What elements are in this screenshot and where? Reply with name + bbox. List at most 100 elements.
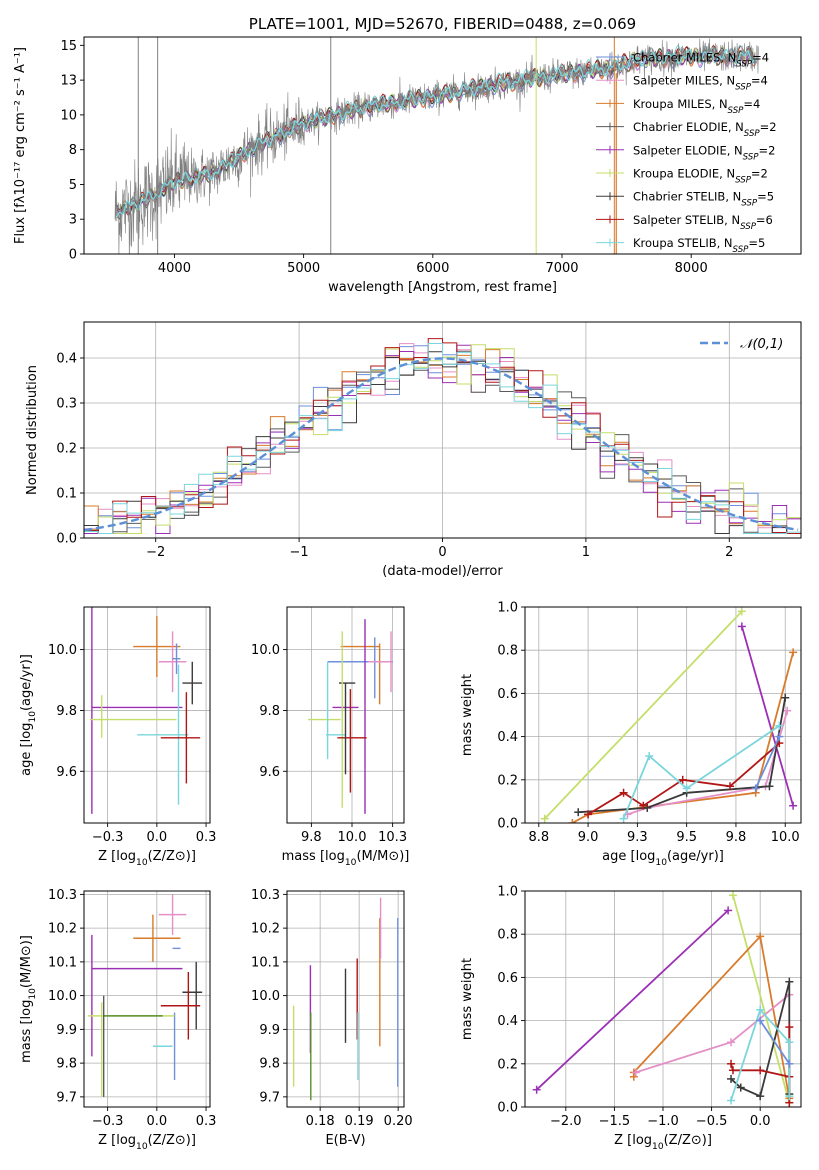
- mass-weight-marker: [756, 1005, 765, 1014]
- x-tick-label: 2: [725, 545, 733, 560]
- y-tick-label: 8: [69, 143, 77, 158]
- y-tick-label: 10.1: [48, 955, 77, 970]
- x-tick-label: −0.3: [92, 830, 124, 845]
- mass-weight-line: [536, 909, 729, 1091]
- weight-vs-metallicity-panel: −2.0 −1.5 −1.0 −0.5 0.0 0.0 0.2 0.4 0.6 0.8 1.0 Z […: [460, 885, 802, 1152]
- x-tick-label: 10.0: [771, 830, 800, 845]
- x-axis-label: age [log10(age/yr)]: [602, 849, 724, 868]
- mass-weight-marker: [682, 784, 691, 793]
- mass-weight-marker: [765, 782, 774, 791]
- x-axis-label: mass [log10(M/M⊙)]: [282, 849, 410, 868]
- residual-histogram-step: [84, 343, 801, 538]
- axes-frame: [286, 890, 405, 1108]
- y-axis-label: mass weight: [460, 674, 475, 756]
- y-tick-label: 3: [69, 213, 77, 228]
- mass-weight-marker: [574, 808, 583, 817]
- x-tick-label: −1.0: [647, 1114, 679, 1129]
- x-axis-label: (data-model)/error: [382, 564, 503, 579]
- age-vs-mass-panel: 9.8 10.0 10.3 9.6 9.8 10.0 mass [log10(M/M⊙)]: [251, 606, 410, 868]
- y-tick-label: 9.6: [56, 765, 77, 780]
- plot-area: [308, 619, 393, 814]
- y-axis-label: Normed distribution: [25, 365, 40, 495]
- best-fit-spectrum-line: [116, 48, 756, 218]
- plot-area: [84, 338, 801, 538]
- error-bar-point: [172, 643, 181, 674]
- x-tick-label: 0: [438, 545, 446, 560]
- y-tick-label: 0.3: [56, 397, 77, 412]
- mass-weight-marker: [532, 1085, 541, 1094]
- axes-frame: [83, 36, 802, 255]
- x-tick-label: 9.3: [627, 830, 648, 845]
- mass-weight-marker: [737, 607, 746, 616]
- legend-item: Kroupa MILES, NSSP=4: [596, 97, 760, 116]
- mass-weight-marker: [789, 648, 798, 657]
- mass-weight-marker: [619, 788, 628, 797]
- gridlines: [84, 891, 210, 1107]
- y-tick-label: 9.7: [259, 1090, 280, 1105]
- mass-weight-marker: [726, 782, 735, 791]
- legend-label: Chabrier ELODIE, NSSP=2: [633, 120, 777, 139]
- y-tick-label: 9.9: [259, 1023, 280, 1038]
- y-tick-label: 0.8: [497, 644, 518, 659]
- residual-histogram-step: [84, 344, 801, 538]
- axes-frame: [286, 606, 405, 824]
- legend-label: Chabrier STELIB, NSSP=5: [633, 190, 774, 209]
- mass-weight-marker: [785, 1023, 794, 1032]
- mass-weight-marker: [736, 1083, 745, 1092]
- x-tick-label: −0.3: [92, 1114, 124, 1129]
- legend-item: Kroupa ELODIE, NSSP=2: [596, 167, 768, 186]
- x-axis-label: Z [log10(Z/Z⊙)]: [614, 1133, 712, 1152]
- y-tick-label: 0.4: [56, 352, 77, 367]
- axes-frame: [83, 606, 211, 824]
- mass-weight-line: [741, 626, 794, 806]
- axes-frame: [524, 890, 802, 1108]
- y-tick-label: 0.2: [56, 442, 77, 457]
- gridlines: [525, 606, 801, 824]
- mass-weight-marker: [751, 784, 760, 793]
- x-tick-label: −1: [290, 545, 309, 560]
- y-tick-label: 0.0: [56, 532, 77, 547]
- x-tick-label: 0.3: [196, 1114, 217, 1129]
- y-tick-label: 0.6: [497, 971, 518, 986]
- y-tick-label: 0.2: [497, 1057, 518, 1072]
- legend-label: Salpeter ELODIE, NSSP=2: [633, 143, 775, 162]
- legend-item: Chabrier ELODIE, NSSP=2: [596, 120, 777, 139]
- error-bar-point: [182, 661, 203, 705]
- x-tick-label: −1.5: [599, 1114, 631, 1129]
- mass-weight-marker: [775, 721, 784, 730]
- error-bar-point: [158, 631, 187, 693]
- x-axis-label: E(B-V): [325, 1133, 365, 1148]
- age-vs-metallicity-panel: −0.3 0.0 0.3 9.6 9.8 10.0 Z [log10(Z/Z⊙)] age […: [19, 606, 217, 868]
- mass-weight-marker: [727, 1038, 736, 1047]
- plot-area: [89, 607, 203, 814]
- x-tick-label: 0.3: [196, 830, 217, 845]
- x-tick-label: 0.18: [306, 1114, 335, 1129]
- mass-vs-metallicity-panel: −0.3 0.0 0.3 9.7 9.8 9.9 10.0 10.1 10.2 10.3 Z [lo…: [19, 888, 216, 1152]
- x-tick-label: 0.0: [750, 1114, 771, 1129]
- mass-weight-marker: [619, 814, 628, 823]
- y-tick-label: 5: [69, 178, 77, 193]
- legend-label: Kroupa ELODIE, NSSP=2: [633, 167, 768, 186]
- y-axis-label: mass [log10(M/M⊙)]: [19, 935, 38, 1063]
- mass-weight-marker: [584, 810, 593, 819]
- mass-weight-line: [587, 742, 780, 816]
- x-tick-label: 1: [582, 545, 590, 560]
- y-tick-label: 10.2: [48, 922, 77, 937]
- mass-weight-line: [544, 610, 743, 820]
- x-tick-label: 9.8: [726, 830, 747, 845]
- mass-weight-line: [571, 652, 794, 823]
- legend-item: Salpeter ELODIE, NSSP=2: [596, 143, 775, 162]
- mass-weight-marker: [756, 932, 765, 941]
- mass-weight-marker: [645, 752, 654, 761]
- y-tick-label: 13: [60, 74, 77, 89]
- y-tick-label: 0.6: [497, 687, 518, 702]
- y-tick-label: 0.0: [497, 817, 518, 832]
- legend-label: Salpeter STELIB, NSSP=6: [633, 213, 773, 232]
- legend-label: Salpeter MILES, NSSP=4: [633, 74, 768, 93]
- plot-area: [114, 37, 759, 254]
- mass-weight-marker: [727, 1074, 736, 1083]
- plot-area: [540, 607, 798, 823]
- mass-weight-line: [635, 994, 790, 1074]
- x-tick-label: 4000: [158, 261, 191, 276]
- mass-weight-marker: [785, 1038, 794, 1047]
